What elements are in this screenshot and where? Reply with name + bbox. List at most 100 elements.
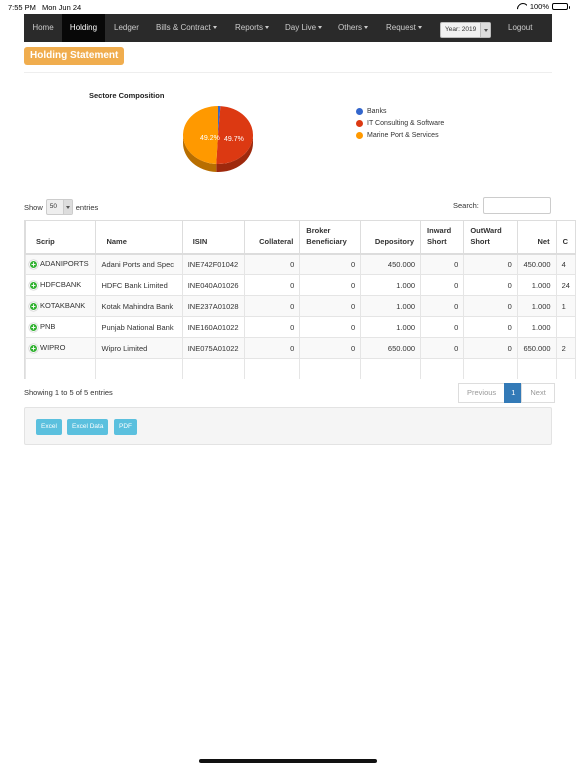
cell-value: 0: [351, 301, 356, 311]
cell-value: Punjab National Bank: [101, 322, 174, 332]
cell-name: Adani Ports and Spec: [95, 253, 183, 275]
divider: [24, 72, 552, 73]
col-inward-short[interactable]: Inward Short: [420, 220, 465, 255]
cell-collateral: 0: [243, 274, 301, 296]
legend-item-marine[interactable]: Marine Port & Services: [356, 129, 444, 141]
nav-logout[interactable]: Logout: [508, 14, 532, 42]
excel-button[interactable]: Excel: [36, 419, 62, 435]
cell-value: HDFC Bank Limited: [101, 280, 168, 290]
cell-broker: 0: [299, 274, 362, 296]
cell-empty: [243, 358, 301, 379]
table-row[interactable]: + HDFCBANK HDFC Bank Limited INE040A01026 0 0…: [25, 274, 576, 296]
table-row[interactable]: + WIPRO Wipro Limited INE075A01022 0 0 650.000…: [25, 337, 576, 359]
home-indicator[interactable]: [199, 759, 377, 763]
pdf-button[interactable]: PDF: [114, 419, 137, 435]
nav-request[interactable]: Request: [386, 14, 422, 42]
cell-value: 0: [454, 322, 459, 332]
table-row[interactable]: + PNB Punjab National Bank INE160A01022 0 0 1.…: [25, 316, 576, 338]
entries-select[interactable]: 50: [45, 199, 73, 215]
cell-value: INE237A01028: [187, 301, 239, 311]
holding-table-wrapper[interactable]: Scrip Name ISIN Collateral Broker Benefi…: [24, 220, 576, 379]
nav-holding-label: Holding: [69, 23, 98, 32]
pie-slice-marine-port-services[interactable]: [182, 106, 218, 164]
cell-value: 1.000: [396, 322, 416, 332]
battery-percent: 100%: [529, 2, 549, 11]
nav-bills-label: Bills & Contract: [156, 23, 211, 32]
col-net[interactable]: Net: [516, 220, 557, 255]
table-row[interactable]: + ADANIPORTS Adani Ports and Spec INE742F01…: [25, 253, 576, 275]
nav-reports[interactable]: Reports: [235, 14, 270, 42]
cell-value: 0: [351, 322, 356, 332]
previous-button[interactable]: Previous: [458, 383, 506, 403]
expand-row-icon[interactable]: +: [29, 344, 38, 353]
table-body: + ADANIPORTS Adani Ports and Spec INE742F01…: [25, 253, 576, 379]
expand-row-icon[interactable]: +: [29, 260, 38, 270]
col-isin[interactable]: ISIN: [181, 220, 245, 255]
cell-empty: [420, 358, 465, 379]
chevron-down-icon: [62, 200, 72, 214]
cell-outward: 0: [463, 316, 518, 338]
cell-scrip: + HDFCBANK: [25, 274, 97, 296]
cell-depository: 1.000: [360, 316, 422, 338]
cell-collateral: 0: [243, 316, 301, 338]
expand-row-icon[interactable]: +: [29, 323, 38, 332]
nav-bills-contract[interactable]: Bills & Contract: [156, 14, 217, 42]
cell-value: 0: [454, 301, 459, 311]
status-right: 100%: [517, 2, 570, 11]
cell-value: 0: [454, 259, 459, 269]
legend-label: IT Consulting & Software: [367, 119, 445, 127]
chevron-down-icon: [364, 26, 369, 30]
nav-day-live[interactable]: Day Live: [285, 14, 323, 42]
cell-isin: INE237A01028: [181, 295, 245, 317]
legend-dot: [356, 119, 363, 127]
pie-side-group: [183, 135, 253, 172]
chevron-down-icon: [417, 26, 422, 30]
search-input[interactable]: [482, 197, 551, 214]
status-bar: 7:55 PM Mon Jun 24 100%: [0, 0, 576, 14]
col-scrip[interactable]: Scrip: [25, 220, 97, 255]
cell-value: 0: [507, 259, 512, 269]
legend-item-banks[interactable]: Banks: [356, 105, 444, 117]
pie-slice-side: [183, 135, 217, 172]
col-name[interactable]: Name: [95, 220, 183, 255]
cell-scrip: + ADANIPORTS: [25, 253, 97, 275]
search-box: Search:: [453, 197, 551, 214]
cell-value: 0: [290, 280, 295, 290]
cell-collateral: 0: [243, 253, 301, 275]
cell-scrip: + KOTAKBANK: [25, 295, 97, 317]
pie-label-marine: 49.2%: [200, 135, 220, 142]
legend-item-it[interactable]: IT Consulting & Software: [356, 117, 444, 129]
expand-row-icon[interactable]: +: [29, 281, 38, 290]
pie-slice-it-consulting-software[interactable]: [216, 106, 254, 165]
cell-net: 1.000: [516, 316, 557, 338]
show-entries: Show 50 entries: [24, 199, 98, 215]
nav-home[interactable]: Home: [24, 14, 62, 42]
col-clipped[interactable]: C: [555, 220, 576, 255]
cell-value: 650.000: [523, 343, 551, 353]
col-depository[interactable]: Depository: [360, 220, 422, 255]
cell-inward: 0: [420, 295, 465, 317]
cell-empty: [181, 358, 245, 379]
cell-outward: 0: [463, 295, 518, 317]
expand-row-icon[interactable]: +: [29, 302, 38, 311]
next-button[interactable]: Next: [521, 383, 555, 403]
nav-others[interactable]: Others: [338, 14, 369, 42]
nav-day-live-label: Day Live: [285, 23, 317, 32]
col-collateral[interactable]: Collateral: [243, 220, 301, 255]
cell-empty: [360, 358, 422, 379]
pie-slice-banks[interactable]: [218, 106, 221, 135]
page-1-button[interactable]: 1: [504, 383, 523, 403]
cell-empty: [463, 358, 518, 379]
nav-ledger[interactable]: Ledger: [114, 14, 139, 42]
cell-value: 0: [454, 343, 459, 353]
table-row[interactable]: + KOTAKBANK Kotak Mahindra Bank INE237A0102…: [25, 295, 576, 317]
cell-extra: 1: [555, 295, 576, 317]
legend-label: Banks: [367, 107, 387, 115]
excel-data-button[interactable]: Excel Data: [67, 419, 109, 435]
col-outward-short[interactable]: OutWard Short: [463, 220, 518, 255]
nav-holding[interactable]: Holding: [62, 14, 105, 42]
col-broker-beneficiary[interactable]: Broker Beneficiary: [299, 220, 362, 255]
year-select[interactable]: Year: 2019: [440, 22, 491, 38]
entries-value: 50: [49, 203, 57, 210]
cell-name: Wipro Limited: [95, 337, 183, 359]
